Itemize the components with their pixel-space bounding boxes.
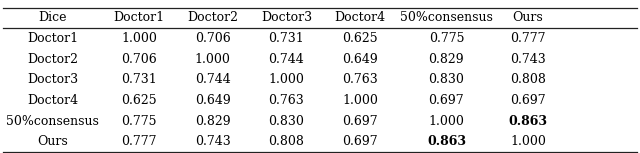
Text: 0.777: 0.777 [510,32,546,45]
Text: 0.731: 0.731 [269,32,304,45]
Text: 0.830: 0.830 [268,115,305,128]
Text: 0.697: 0.697 [510,94,546,107]
Text: 0.649: 0.649 [195,94,230,107]
Text: 0.625: 0.625 [122,94,157,107]
Text: 0.863: 0.863 [509,115,547,128]
Text: 0.744: 0.744 [195,73,230,86]
Text: 0.763: 0.763 [269,94,304,107]
Text: 0.829: 0.829 [195,115,230,128]
Text: 0.649: 0.649 [342,53,378,66]
Text: 1.000: 1.000 [510,135,546,148]
Text: 0.775: 0.775 [429,32,464,45]
Text: 50%consensus: 50%consensus [6,115,99,128]
Text: 0.830: 0.830 [428,73,465,86]
Text: Doctor1: Doctor1 [28,32,78,45]
Text: 0.697: 0.697 [429,94,464,107]
Text: Doctor3: Doctor3 [28,73,78,86]
Text: 0.706: 0.706 [195,32,230,45]
Text: 0.731: 0.731 [122,73,157,86]
Text: 1.000: 1.000 [428,115,465,128]
Text: Doctor4: Doctor4 [28,94,78,107]
Text: Doctor2: Doctor2 [28,53,78,66]
Text: 0.777: 0.777 [122,135,157,148]
Text: 0.829: 0.829 [429,53,464,66]
Text: 1.000: 1.000 [268,73,305,86]
Text: 50%consensus: 50%consensus [400,11,493,24]
Text: 0.863: 0.863 [427,135,466,148]
Text: Doctor3: Doctor3 [261,11,312,24]
Text: 1.000: 1.000 [342,94,378,107]
Text: 0.744: 0.744 [269,53,304,66]
Text: 0.743: 0.743 [195,135,230,148]
Text: Doctor2: Doctor2 [188,11,238,24]
Text: 0.808: 0.808 [268,135,305,148]
Text: 0.808: 0.808 [510,73,546,86]
Text: 0.743: 0.743 [510,53,546,66]
Text: 0.763: 0.763 [342,73,378,86]
Text: 0.775: 0.775 [122,115,157,128]
Text: Ours: Ours [37,135,68,148]
Text: Doctor4: Doctor4 [335,11,385,24]
Text: 0.697: 0.697 [342,135,378,148]
Text: Dice: Dice [38,11,67,24]
Text: 0.625: 0.625 [342,32,378,45]
Text: Doctor1: Doctor1 [114,11,164,24]
Text: 1.000: 1.000 [121,32,157,45]
Text: 1.000: 1.000 [195,53,231,66]
Text: 0.697: 0.697 [342,115,378,128]
Text: Ours: Ours [513,11,543,24]
Text: 0.706: 0.706 [122,53,157,66]
